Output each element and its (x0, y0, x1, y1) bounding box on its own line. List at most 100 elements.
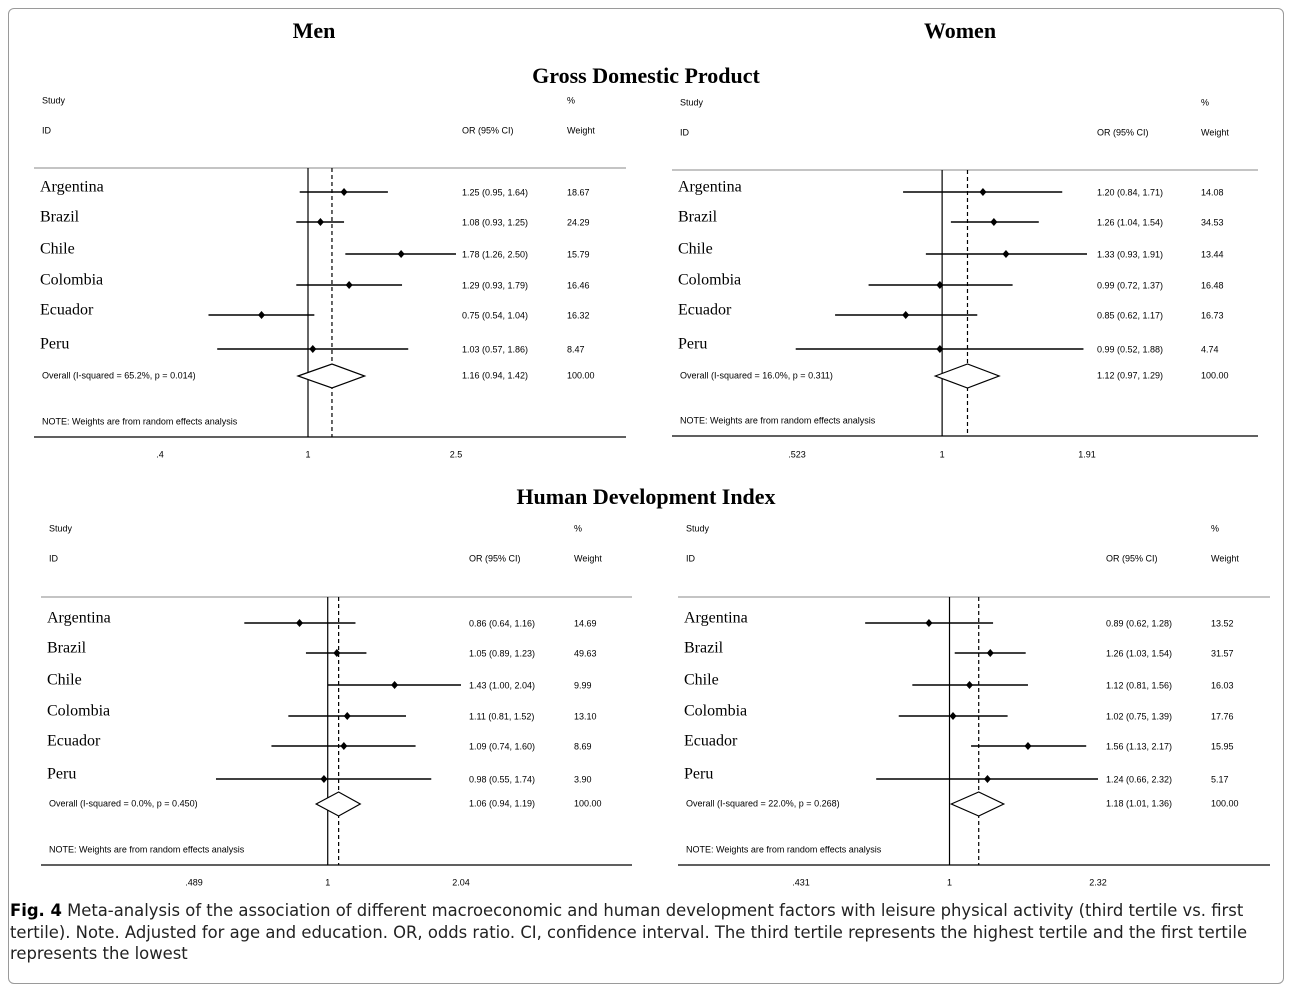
or-ci-label: 0.89 (0.62, 1.28) (1106, 618, 1172, 628)
weight-label: 14.08 (1201, 187, 1224, 197)
point-estimate (343, 712, 351, 720)
or-ci-label: 0.85 (0.62, 1.17) (1097, 310, 1163, 320)
overall-weight-label: 100.00 (574, 798, 602, 808)
or-ci-label: 1.12 (0.81, 1.56) (1106, 680, 1172, 690)
header-study: Study (42, 95, 66, 105)
or-ci-label: 1.05 (0.89, 1.23) (469, 648, 535, 658)
study-name: Ecuador (684, 733, 738, 750)
overall-label: Overall (I-squared = 16.0%, p = 0.311) (680, 370, 833, 380)
header-weight: Weight (574, 553, 602, 563)
study-name: Brazil (40, 209, 80, 226)
weight-label: 8.69 (574, 741, 592, 751)
point-estimate (979, 188, 987, 196)
caption-label: Fig. 4 (10, 901, 62, 920)
or-ci-label: 1.33 (0.93, 1.91) (1097, 249, 1163, 259)
overall-label: Overall (I-squared = 22.0%, p = 0.268) (686, 798, 840, 808)
weight-label: 16.73 (1201, 310, 1224, 320)
weight-label: 13.10 (574, 711, 597, 721)
point-estimate (345, 281, 353, 289)
overall-diamond (949, 791, 1006, 817)
weight-label: 24.29 (567, 217, 590, 227)
header-study: Study (686, 523, 710, 533)
or-ci-label: 0.98 (0.55, 1.74) (469, 774, 535, 784)
study-name: Peru (40, 336, 69, 353)
x-tick-label: 1 (940, 449, 945, 459)
study-name: Chile (40, 241, 75, 258)
overall-weight-label: 100.00 (1211, 798, 1239, 808)
overall-diamond (314, 791, 362, 817)
header-or-ci: OR (95% CI) (462, 125, 514, 135)
x-tick-label: 2.32 (1089, 877, 1107, 887)
x-tick-label: 2.5 (450, 449, 463, 459)
or-ci-label: 1.02 (0.75, 1.39) (1106, 711, 1172, 721)
header-study: Study (49, 523, 73, 533)
note-text: NOTE: Weights are from random effects an… (42, 416, 238, 426)
caption-text: Meta-analysis of the association of diff… (10, 901, 1248, 963)
overall-weight-label: 100.00 (567, 370, 595, 380)
weight-label: 18.67 (567, 187, 590, 197)
point-estimate (949, 712, 957, 720)
weight-label: 49.63 (574, 648, 597, 658)
overall-diamond (296, 363, 367, 389)
study-name: Chile (684, 672, 719, 689)
header-or-ci: OR (95% CI) (469, 553, 521, 563)
or-ci-label: 1.78 (1.26, 2.50) (462, 249, 528, 259)
header-or-ci: OR (95% CI) (1106, 553, 1158, 563)
or-ci-label: 1.29 (0.93, 1.79) (462, 280, 528, 290)
weight-label: 14.69 (574, 618, 597, 628)
header-id: ID (42, 125, 52, 135)
point-estimate (397, 250, 405, 258)
note-text: NOTE: Weights are from random effects an… (686, 844, 882, 854)
overall-label: Overall (I-squared = 0.0%, p = 0.450) (49, 798, 198, 808)
header-percent: % (567, 95, 575, 105)
study-name: Brazil (678, 209, 718, 226)
weight-label: 5.17 (1211, 774, 1229, 784)
header-id: ID (680, 127, 690, 137)
study-name: Peru (47, 766, 76, 783)
weight-label: 8.47 (567, 344, 585, 354)
study-name: Ecuador (40, 302, 94, 319)
note-text: NOTE: Weights are from random effects an… (49, 844, 245, 854)
x-tick-label: .431 (792, 877, 810, 887)
point-estimate (320, 775, 328, 783)
point-estimate (925, 619, 933, 627)
x-tick-label: .523 (788, 449, 806, 459)
point-estimate (309, 345, 317, 353)
point-estimate (340, 742, 348, 750)
or-ci-label: 0.99 (0.72, 1.37) (1097, 280, 1163, 290)
study-name: Colombia (684, 703, 747, 720)
weight-label: 31.57 (1211, 648, 1234, 658)
weight-label: 16.32 (567, 310, 590, 320)
column-title-men: Men (292, 18, 336, 43)
x-tick-label: 2.04 (452, 877, 470, 887)
x-tick-label: .489 (185, 877, 203, 887)
column-title-women: Women (923, 18, 997, 43)
header-id: ID (686, 553, 696, 563)
point-estimate (296, 619, 304, 627)
section-title-gdp: Gross Domestic Product (532, 63, 760, 88)
weight-label: 9.99 (574, 680, 592, 690)
x-tick-label: 1 (305, 449, 310, 459)
or-ci-label: 1.25 (0.95, 1.64) (462, 187, 528, 197)
point-estimate (1024, 742, 1032, 750)
section-title-hdi: Human Development Index (516, 484, 776, 509)
or-ci-label: 1.56 (1.13, 2.17) (1106, 741, 1172, 751)
study-name: Argentina (684, 610, 748, 627)
header-weight: Weight (1201, 127, 1229, 137)
header-percent: % (574, 523, 582, 533)
overall-or-ci-label: 1.18 (1.01, 1.36) (1106, 798, 1172, 808)
or-ci-label: 1.24 (0.66, 2.32) (1106, 774, 1172, 784)
or-ci-label: 1.09 (0.74, 1.60) (469, 741, 535, 751)
weight-label: 13.44 (1201, 249, 1224, 259)
point-estimate (258, 311, 266, 319)
study-name: Peru (684, 766, 713, 783)
x-tick-label: .4 (156, 449, 164, 459)
or-ci-label: 1.26 (1.04, 1.54) (1097, 217, 1163, 227)
overall-diamond (933, 363, 1001, 389)
point-estimate (391, 681, 399, 689)
or-ci-label: 1.20 (0.84, 1.71) (1097, 187, 1163, 197)
or-ci-label: 1.43 (1.00, 2.04) (469, 680, 535, 690)
weight-label: 17.76 (1211, 711, 1234, 721)
or-ci-label: 1.03 (0.57, 1.86) (462, 344, 528, 354)
or-ci-label: 1.11 (0.81, 1.52) (469, 711, 534, 721)
